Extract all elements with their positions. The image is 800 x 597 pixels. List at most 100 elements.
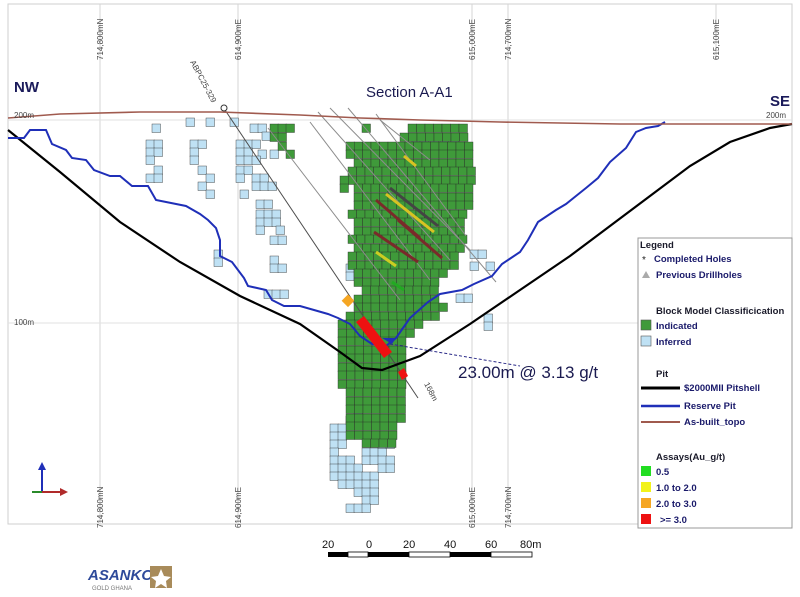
current-hole-assays: [341, 294, 408, 380]
block-cell: [354, 345, 364, 355]
block-cell: [379, 311, 389, 321]
block-cell: [255, 217, 265, 227]
block-cell: [455, 192, 465, 202]
previous-drillholes-icon: [642, 271, 650, 278]
block-cell: [269, 123, 279, 133]
block-cell: [438, 158, 448, 168]
block-cell: [371, 413, 381, 423]
block-cell: [388, 311, 398, 321]
block-cell: [442, 132, 452, 142]
grid-labels-bottom: 714,800mN 614,900mE 615,000mE 714,700mN: [96, 486, 513, 528]
block-cell: [356, 234, 366, 244]
block-cell: [380, 328, 390, 338]
block-cell: [364, 166, 374, 176]
assay-swatch-2-3: [641, 498, 651, 508]
block-cell: [353, 479, 363, 489]
block-cell: [337, 471, 347, 481]
block-cell: [447, 158, 457, 168]
block-cell: [346, 370, 356, 380]
block-cell: [421, 158, 431, 168]
grid-label-bottom-4: 714,700mN: [504, 486, 513, 528]
block-cell: [347, 251, 357, 261]
block-cell: [379, 268, 389, 278]
block-cell: [396, 302, 406, 312]
block-cell: [430, 302, 440, 312]
block-cell: [345, 413, 355, 423]
intercept-label: 23.00m @ 3.13 g/t: [458, 363, 598, 382]
block-cell: [243, 155, 253, 165]
block-cell: [413, 183, 423, 193]
block-cell: [361, 479, 371, 489]
block-cell: [432, 260, 442, 270]
block-cell: [345, 455, 355, 465]
pitshell-line: [7, 122, 793, 372]
block-cell: [458, 209, 468, 219]
block-cell: [430, 277, 440, 287]
block-cell: [425, 132, 435, 142]
block-cell: [370, 438, 380, 448]
block-cell: [378, 285, 388, 295]
block-cell: [279, 289, 289, 299]
block-cell: [354, 421, 364, 431]
block-cell: [421, 141, 431, 151]
block-cell: [483, 321, 493, 331]
block-cell: [346, 362, 356, 372]
block-cell: [377, 447, 387, 457]
block-cell: [449, 260, 459, 270]
block-cell: [263, 199, 273, 209]
block-cell: [466, 166, 476, 176]
block-cell: [347, 209, 357, 219]
block-cell: [345, 149, 355, 159]
block-cell: [213, 257, 223, 267]
block-cell: [189, 155, 199, 165]
block-cell: [413, 277, 423, 287]
block-cell: [455, 217, 465, 227]
block-cell: [464, 158, 474, 168]
block-cell: [153, 173, 163, 183]
block-cell: [345, 479, 355, 489]
block-cell: [413, 149, 423, 159]
scale-tick-4: 40: [444, 539, 456, 551]
block-cell: [441, 260, 451, 270]
block-cell: [371, 311, 381, 321]
legend-assay-1-2: 1.0 to 2.0: [656, 483, 697, 494]
block-cell: [369, 471, 379, 481]
block-cell: [271, 289, 281, 299]
block-cell: [441, 166, 451, 176]
block-cell: [339, 175, 349, 185]
block-cell: [447, 217, 457, 227]
block-cell: [257, 149, 267, 159]
block-cell: [458, 166, 468, 176]
block-cell: [387, 268, 397, 278]
block-cell: [362, 226, 372, 236]
block-cell: [263, 209, 273, 219]
block-cell: [373, 166, 383, 176]
block-cell: [371, 430, 381, 440]
block-cell: [329, 455, 339, 465]
block-cell: [354, 353, 364, 363]
block-cell: [416, 132, 426, 142]
elevation-100-left: 100m: [14, 318, 34, 327]
block-cell: [362, 387, 372, 397]
block-cell: [197, 165, 207, 175]
block-cell: [277, 263, 287, 273]
block-cell: [364, 234, 374, 244]
block-cell: [438, 192, 448, 202]
block-cell: [396, 396, 406, 406]
orientation-right: SE: [770, 93, 790, 110]
block-cell: [263, 217, 273, 227]
block-cell: [362, 217, 372, 227]
block-cell: [447, 243, 457, 253]
block-cell: [463, 293, 473, 303]
block-cell: [255, 199, 265, 209]
block-cell: [235, 173, 245, 183]
block-cell: [464, 183, 474, 193]
legend-title: Legend: [640, 240, 674, 251]
block-cell: [397, 345, 407, 355]
block-cell: [363, 345, 373, 355]
block-cell: [455, 141, 465, 151]
legend-pit-title: Pit: [656, 369, 669, 380]
block-cell: [459, 132, 469, 142]
block-cell: [353, 294, 363, 304]
block-cell: [271, 209, 281, 219]
